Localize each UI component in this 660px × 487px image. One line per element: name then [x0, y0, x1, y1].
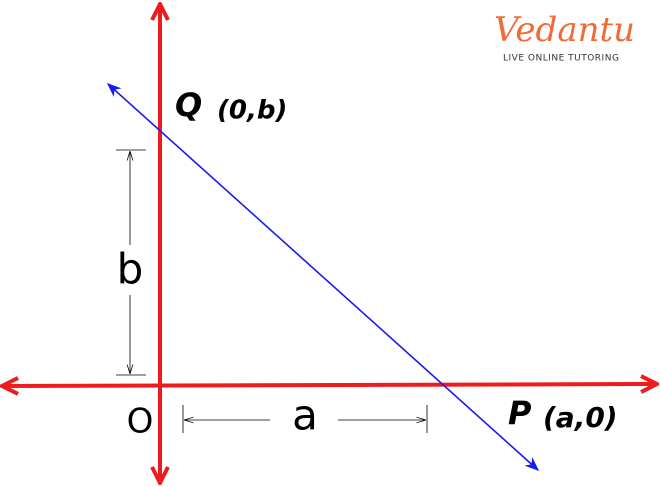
point-coords: (a,0) — [543, 401, 618, 434]
origin-label: O — [127, 402, 154, 442]
dimension-label: a — [292, 391, 318, 440]
dimension-label: b — [117, 245, 144, 294]
point-label: P — [508, 394, 532, 432]
logo-brand: Vedantu — [494, 10, 635, 50]
dimension-a — [182, 405, 428, 433]
line-pq — [106, 83, 540, 471]
logo-tagline: LIVE ONLINE TUTORING — [503, 54, 619, 64]
x-axis — [4, 384, 655, 386]
point-label: Q — [175, 86, 202, 124]
point-coords: (0,b) — [217, 96, 287, 126]
dimension-b — [116, 149, 146, 376]
